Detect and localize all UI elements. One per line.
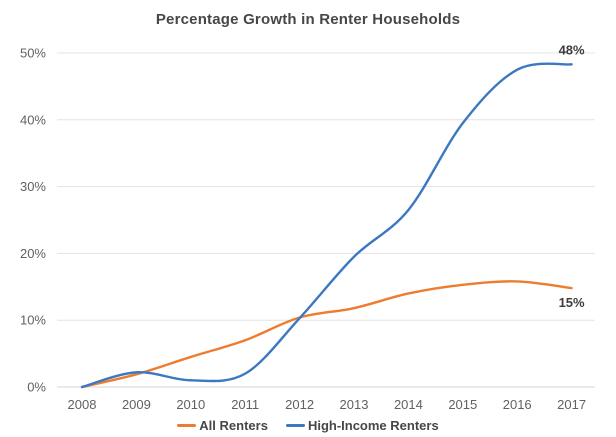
x-axis-tick-label: 2009: [122, 397, 151, 412]
x-axis-tick-label: 2012: [285, 397, 314, 412]
data-label-high-income-renters: 48%: [559, 42, 585, 57]
x-axis-tick-label: 2014: [394, 397, 423, 412]
high-income-renters-line-swatch-icon: [285, 424, 305, 427]
y-axis-tick-label: 20%: [20, 246, 46, 261]
y-axis-tick-label: 50%: [20, 46, 46, 61]
all-renters-line-swatch-icon: [177, 424, 197, 427]
x-axis-tick-label: 2008: [68, 397, 97, 412]
series-line-high-income-renters: [80, 62, 573, 389]
series-line-all-renters: [80, 280, 573, 389]
legend-item-high-income-renters: High-Income Renters: [285, 418, 439, 433]
x-axis-tick-label: 2011: [231, 397, 259, 412]
legend-label-high-income-renters: High-Income Renters: [307, 418, 439, 433]
x-axis-tick-label: 2013: [340, 397, 369, 412]
y-axis-tick-label: 40%: [20, 112, 46, 127]
x-axis-tick-label: 2015: [448, 397, 477, 412]
y-axis-tick-label: 10%: [20, 313, 46, 328]
y-axis-tick-label: 30%: [20, 179, 46, 194]
x-axis-tick-label: 2017: [557, 397, 586, 412]
legend-label-all-renters: All Renters: [199, 418, 268, 433]
data-label-all-renters: 15%: [559, 295, 585, 310]
chart-title: Percentage Growth in Renter Households: [155, 11, 461, 28]
legend-item-all-renters: All Renters: [177, 418, 268, 433]
x-axis-tick-label: 2010: [176, 397, 205, 412]
x-axis-tick-label: 2016: [503, 397, 532, 412]
legend: All Renters High-Income Renters: [0, 418, 616, 433]
y-axis-tick-label: 0%: [27, 380, 46, 395]
